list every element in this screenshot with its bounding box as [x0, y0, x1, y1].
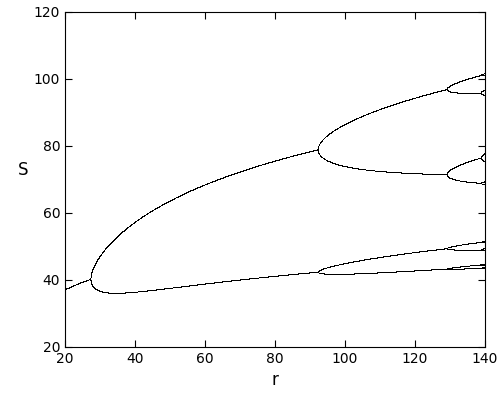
X-axis label: r: r: [272, 371, 278, 389]
Y-axis label: S: S: [18, 161, 28, 179]
